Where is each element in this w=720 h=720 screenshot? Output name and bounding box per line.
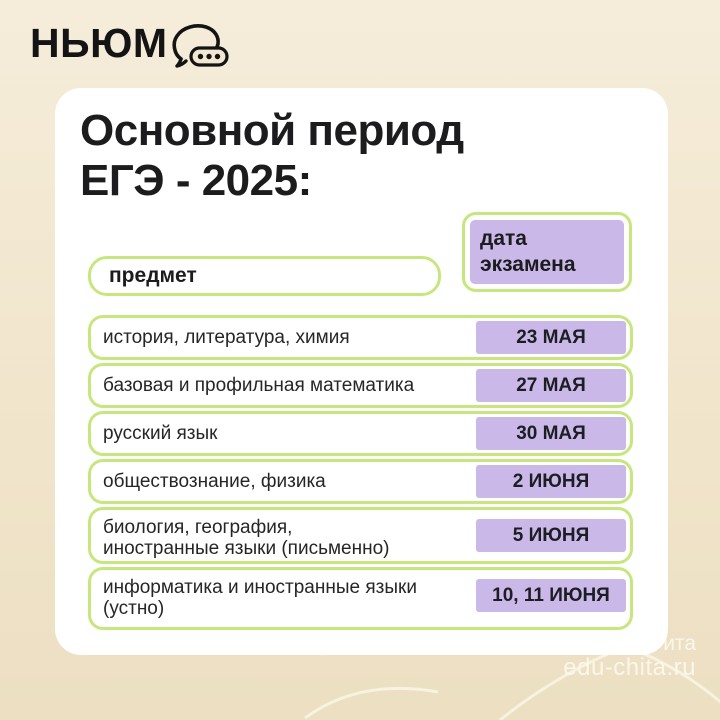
date-badge: 5 ИЮНЯ [476,519,626,552]
table-row: базовая и профильная математика 27 МАЯ [88,363,633,408]
infographic-card: Основной период ЕГЭ - 2025: дата экзамен… [55,88,668,655]
date-badge: 10, 11 ИЮНЯ [476,579,626,612]
date-badge: 27 МАЯ [476,369,626,402]
date-badge: 30 МАЯ [476,417,626,450]
table-row: биология, география, иностранные языки (… [88,507,633,564]
watermark-line1: ита [663,632,696,655]
subject-cell: базовая и профильная математика [103,375,415,396]
page-title-line2: ЕГЭ - 2025: [80,156,312,205]
page-title: Основной период ЕГЭ - 2025: [80,106,464,206]
newm-logo-text: НЬЮМ [30,19,168,66]
subject-cell: информатика и иностранные языки (устно) [103,577,417,619]
watermark: ита edu-chita.ru [563,633,696,680]
subject-column-header: предмет [88,256,441,296]
table-row: русский язык 30 МАЯ [88,411,633,456]
date-column-header: дата экзамена [462,212,632,292]
table-row: информатика и иностранные языки (устно) … [88,567,633,630]
subject-cell: русский язык [103,423,218,444]
newm-logo: НЬЮМ [30,17,230,69]
table-row: история, литература, химия 23 МАЯ [88,315,633,360]
speech-bubble-cap-icon [171,24,229,68]
page-title-line1: Основной период [80,106,464,155]
table-row: обществознание, физика 2 ИЮНЯ [88,459,633,504]
watermark-line2: edu-chita.ru [563,654,696,681]
subject-cell: история, литература, химия [103,327,350,348]
subject-cell: обществознание, физика [103,471,326,492]
date-column-header-label: дата экзамена [470,220,624,284]
subject-cell: биология, география, иностранные языки (… [103,517,390,559]
date-badge: 23 МАЯ [476,321,626,354]
date-badge: 2 ИЮНЯ [476,465,626,498]
